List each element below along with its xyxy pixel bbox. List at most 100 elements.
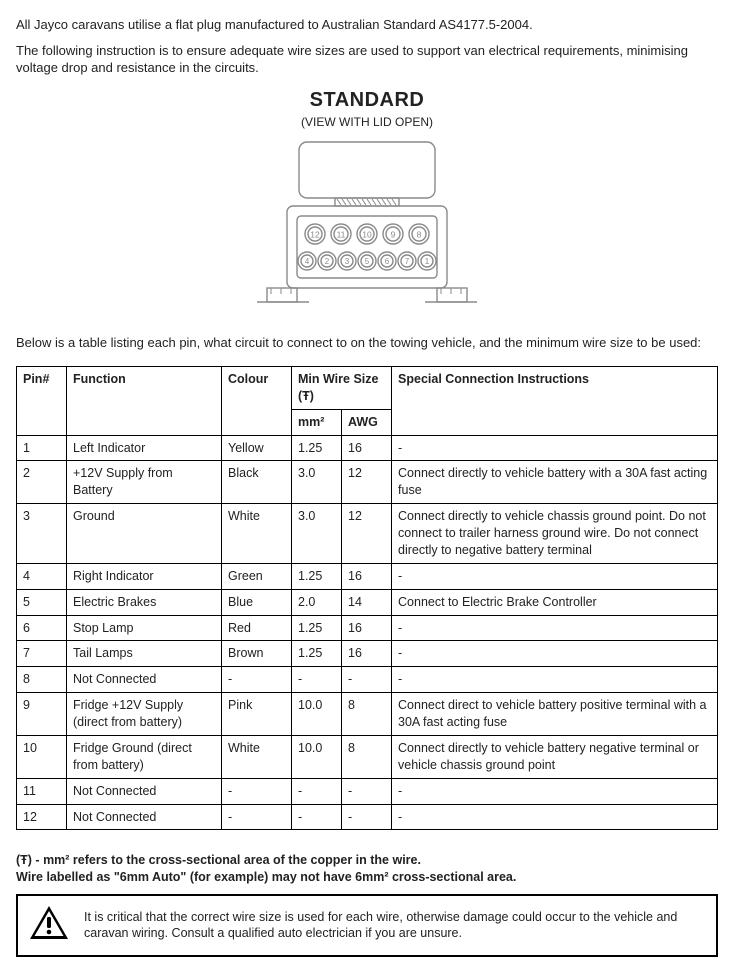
- table-caption: Below is a table listing each pin, what …: [16, 334, 718, 352]
- cell-colour: -: [222, 778, 292, 804]
- th-colour: Colour: [222, 366, 292, 435]
- cell-mm2: 10.0: [292, 693, 342, 736]
- footnote-line-2: Wire labelled as "6mm Auto" (for example…: [16, 869, 718, 886]
- cell-function: Fridge Ground (direct from battery): [67, 735, 222, 778]
- cell-pin: 4: [17, 563, 67, 589]
- warning-text: It is critical that the correct wire siz…: [84, 909, 706, 943]
- cell-colour: -: [222, 804, 292, 830]
- cell-special: Connect directly to vehicle battery with…: [392, 461, 718, 504]
- cell-pin: 2: [17, 461, 67, 504]
- cell-function: Not Connected: [67, 804, 222, 830]
- cell-pin: 8: [17, 667, 67, 693]
- svg-text:2: 2: [325, 257, 330, 266]
- warning-icon: [28, 904, 70, 947]
- th-minwire: Min Wire Size (Ŧ): [292, 366, 392, 409]
- cell-function: Stop Lamp: [67, 615, 222, 641]
- cell-special: -: [392, 435, 718, 461]
- diagram-title: STANDARD: [16, 87, 718, 114]
- cell-special: -: [392, 563, 718, 589]
- cell-awg: 8: [342, 735, 392, 778]
- cell-colour: Pink: [222, 693, 292, 736]
- table-row: 4Right IndicatorGreen1.2516-: [17, 563, 718, 589]
- cell-awg: 16: [342, 435, 392, 461]
- table-row: 5Electric BrakesBlue2.014Connect to Elec…: [17, 589, 718, 615]
- table-row: 10Fridge Ground (direct from battery)Whi…: [17, 735, 718, 778]
- svg-text:6: 6: [385, 257, 390, 266]
- svg-text:10: 10: [362, 229, 372, 239]
- cell-special: -: [392, 615, 718, 641]
- table-row: 7Tail LampsBrown1.2516-: [17, 641, 718, 667]
- cell-mm2: 1.25: [292, 435, 342, 461]
- intro-text: All Jayco caravans utilise a flat plug m…: [16, 16, 718, 77]
- warning-box: It is critical that the correct wire siz…: [16, 894, 718, 957]
- cell-awg: 14: [342, 589, 392, 615]
- svg-text:11: 11: [337, 229, 346, 239]
- cell-mm2: 10.0: [292, 735, 342, 778]
- cell-mm2: -: [292, 804, 342, 830]
- plug-diagram: STANDARD (VIEW WITH LID OPEN) 1211109842…: [16, 87, 718, 321]
- cell-function: Not Connected: [67, 778, 222, 804]
- th-pin: Pin#: [17, 366, 67, 435]
- cell-function: Tail Lamps: [67, 641, 222, 667]
- cell-pin: 11: [17, 778, 67, 804]
- cell-mm2: 3.0: [292, 461, 342, 504]
- cell-mm2: 3.0: [292, 504, 342, 564]
- table-row: 9Fridge +12V Supply (direct from battery…: [17, 693, 718, 736]
- cell-special: -: [392, 804, 718, 830]
- cell-function: Electric Brakes: [67, 589, 222, 615]
- svg-text:4: 4: [305, 257, 310, 266]
- cell-function: +12V Supply from Battery: [67, 461, 222, 504]
- table-row: 6Stop LampRed1.2516-: [17, 615, 718, 641]
- footnote: (Ŧ) - mm² refers to the cross-sectional …: [16, 852, 718, 886]
- cell-mm2: 2.0: [292, 589, 342, 615]
- th-function: Function: [67, 366, 222, 435]
- cell-mm2: -: [292, 778, 342, 804]
- cell-awg: -: [342, 667, 392, 693]
- plug-svg: 121110984235671: [237, 136, 497, 316]
- table-row: 2+12V Supply from BatteryBlack3.012Conne…: [17, 461, 718, 504]
- table-row: 1Left IndicatorYellow1.2516-: [17, 435, 718, 461]
- th-awg: AWG: [342, 409, 392, 435]
- cell-colour: -: [222, 667, 292, 693]
- cell-pin: 6: [17, 615, 67, 641]
- cell-special: -: [392, 641, 718, 667]
- cell-pin: 10: [17, 735, 67, 778]
- footnote-line-1: (Ŧ) - mm² refers to the cross-sectional …: [16, 852, 718, 869]
- cell-colour: Yellow: [222, 435, 292, 461]
- diagram-subtitle: (VIEW WITH LID OPEN): [16, 114, 718, 130]
- cell-function: Right Indicator: [67, 563, 222, 589]
- cell-pin: 5: [17, 589, 67, 615]
- cell-awg: -: [342, 804, 392, 830]
- cell-colour: Brown: [222, 641, 292, 667]
- cell-awg: 8: [342, 693, 392, 736]
- th-special: Special Connection Instructions: [392, 366, 718, 435]
- cell-awg: 16: [342, 641, 392, 667]
- cell-function: Ground: [67, 504, 222, 564]
- cell-awg: 16: [342, 563, 392, 589]
- cell-special: Connect direct to vehicle battery positi…: [392, 693, 718, 736]
- pin-table: Pin# Function Colour Min Wire Size (Ŧ) S…: [16, 366, 718, 831]
- svg-text:9: 9: [391, 229, 396, 239]
- cell-pin: 1: [17, 435, 67, 461]
- table-row: 11Not Connected----: [17, 778, 718, 804]
- intro-paragraph-1: All Jayco caravans utilise a flat plug m…: [16, 16, 718, 34]
- cell-pin: 3: [17, 504, 67, 564]
- cell-special: -: [392, 778, 718, 804]
- cell-mm2: 1.25: [292, 615, 342, 641]
- svg-text:1: 1: [425, 257, 430, 266]
- cell-mm2: -: [292, 667, 342, 693]
- cell-awg: 12: [342, 504, 392, 564]
- cell-special: Connect directly to vehicle battery nega…: [392, 735, 718, 778]
- cell-colour: Green: [222, 563, 292, 589]
- table-row: 3GroundWhite3.012Connect directly to veh…: [17, 504, 718, 564]
- cell-function: Not Connected: [67, 667, 222, 693]
- cell-pin: 7: [17, 641, 67, 667]
- svg-text:3: 3: [345, 257, 350, 266]
- svg-text:5: 5: [365, 257, 370, 266]
- svg-text:8: 8: [417, 229, 422, 239]
- cell-colour: Blue: [222, 589, 292, 615]
- cell-colour: White: [222, 735, 292, 778]
- cell-awg: 12: [342, 461, 392, 504]
- intro-paragraph-2: The following instruction is to ensure a…: [16, 42, 718, 77]
- table-row: 8Not Connected----: [17, 667, 718, 693]
